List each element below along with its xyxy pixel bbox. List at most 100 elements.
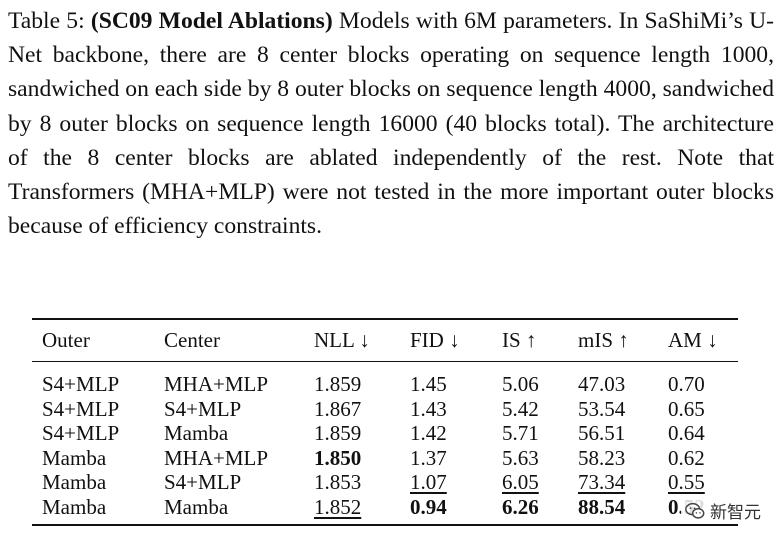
cell-outer: Mamba — [32, 470, 164, 495]
cell-am: 0.55 — [668, 470, 738, 495]
cell-is: 5.42 — [502, 397, 578, 422]
header-nll: NLL ↓ — [314, 328, 370, 352]
ablation-table: Outer Center NLL ↓ FID ↓ IS ↑ mIS ↑ AM ↓… — [32, 318, 738, 526]
watermark-text: 新智元 — [710, 503, 761, 523]
header-center: Center — [164, 328, 220, 352]
cell-center: S4+MLP — [164, 470, 314, 495]
cell-value: 5.63 — [502, 445, 539, 470]
header-outer: Outer — [42, 328, 90, 352]
wechat-logo-icon — [685, 502, 705, 519]
cell-value: 1.850 — [314, 445, 362, 470]
table-row: S4+MLP Mamba 1.859 1.42 5.71 56.51 0.64 — [32, 421, 738, 446]
cell-mis: 73.34 — [578, 470, 668, 495]
cell-mis: 88.54 — [578, 495, 668, 525]
cell-value: 1.859 — [314, 421, 362, 446]
cell-value: S4+MLP — [42, 372, 120, 396]
cell-mis: 56.51 — [578, 421, 668, 446]
table-row: Mamba S4+MLP 1.853 1.07 6.05 73.34 0.55 — [32, 470, 738, 495]
cell-value: 6.05 — [502, 470, 539, 495]
cell-center: MHA+MLP — [164, 446, 314, 471]
cell-nll: 1.859 — [314, 362, 410, 397]
cell-value: MHA+MLP — [164, 445, 269, 470]
cell-value: Mamba — [42, 470, 107, 495]
cell-value: Mamba — [42, 445, 107, 470]
cell-value: S4+MLP — [42, 396, 120, 421]
cell-am: 0.62 — [668, 446, 738, 471]
cell-value: 1.852 — [314, 494, 362, 519]
cell-center: Mamba — [164, 421, 314, 446]
cell-fid: 0.94 — [410, 495, 502, 525]
cell-fid: 1.37 — [410, 446, 502, 471]
cell-center: S4+MLP — [164, 397, 314, 422]
cell-value: 1.43 — [410, 396, 447, 421]
cell-value: 0.55 — [668, 470, 705, 495]
cell-nll: 1.852 — [314, 495, 410, 525]
cell-fid: 1.07 — [410, 470, 502, 495]
ablation-table-container: Outer Center NLL ↓ FID ↓ IS ↑ mIS ↑ AM ↓… — [32, 318, 738, 526]
table-row: S4+MLP MHA+MLP 1.859 1.45 5.06 47.03 0.70 — [32, 362, 738, 397]
cell-outer: Mamba — [32, 446, 164, 471]
header-is: IS ↑ — [502, 328, 537, 352]
header-am: AM ↓ — [668, 328, 718, 352]
cell-value: 1.853 — [314, 470, 362, 495]
cell-is: 5.06 — [502, 362, 578, 397]
caption-label: Table 5: — [8, 8, 91, 34]
cell-mis: 58.23 — [578, 446, 668, 471]
cell-outer: S4+MLP — [32, 362, 164, 397]
cell-mis: 53.54 — [578, 397, 668, 422]
table-row: S4+MLP S4+MLP 1.867 1.43 5.42 53.54 0.65 — [32, 397, 738, 422]
cell-is: 5.63 — [502, 446, 578, 471]
cell-nll: 1.859 — [314, 421, 410, 446]
cell-value: 56.51 — [578, 421, 626, 446]
cell-is: 5.71 — [502, 421, 578, 446]
caption-bold-title: (SC09 Model Ablations) — [90, 8, 333, 34]
cell-value: 5.42 — [502, 396, 539, 421]
cell-is: 6.26 — [502, 495, 578, 525]
cell-fid: 1.45 — [410, 362, 502, 397]
cell-am: 0.70 — [668, 362, 738, 397]
cell-value: Mamba — [42, 494, 107, 519]
cell-value: MHA+MLP — [164, 372, 269, 396]
cell-value: 58.23 — [578, 445, 626, 470]
cell-value: 0.70 — [668, 372, 705, 396]
cell-value: 5.71 — [502, 421, 539, 446]
cell-value: 1.07 — [410, 470, 447, 495]
cell-is: 6.05 — [502, 470, 578, 495]
cell-value: 47.03 — [578, 372, 626, 396]
cell-am: 0.65 — [668, 397, 738, 422]
watermark: 新智元 — [681, 497, 764, 524]
header-fid: FID ↓ — [410, 328, 460, 352]
cell-value: 1.42 — [410, 421, 447, 446]
cell-value: 5.06 — [502, 372, 539, 396]
cell-fid: 1.42 — [410, 421, 502, 446]
cell-value: 1.37 — [410, 445, 447, 470]
cell-outer: S4+MLP — [32, 397, 164, 422]
cell-value: 1.867 — [314, 396, 362, 421]
cell-value: 0.65 — [668, 396, 705, 421]
cell-value: S4+MLP — [42, 421, 120, 446]
caption-body: Models with 6M parameters. In SaShiMi’s … — [8, 8, 774, 240]
table-caption: Table 5: (SC09 Model Ablations) Models w… — [8, 4, 774, 243]
cell-value: 53.54 — [578, 396, 626, 421]
table-header: Outer Center NLL ↓ FID ↓ IS ↑ mIS ↑ AM ↓ — [32, 319, 738, 362]
cell-mis: 47.03 — [578, 362, 668, 397]
cell-value: 1.45 — [410, 372, 447, 396]
cell-outer: S4+MLP — [32, 421, 164, 446]
cell-value: Mamba — [164, 421, 229, 446]
cell-value: 0.62 — [668, 445, 705, 470]
cell-value: 88.54 — [578, 494, 626, 519]
cell-value: 6.26 — [502, 494, 539, 519]
cell-value: 73.34 — [578, 470, 626, 495]
cell-nll: 1.850 — [314, 446, 410, 471]
cell-nll: 1.867 — [314, 397, 410, 422]
cell-value: Mamba — [164, 494, 229, 519]
cell-center: Mamba — [164, 495, 314, 525]
cell-outer: Mamba — [32, 495, 164, 525]
cell-fid: 1.43 — [410, 397, 502, 422]
cell-value: S4+MLP — [164, 396, 242, 421]
cell-value: 1.859 — [314, 372, 362, 396]
cell-value: 0.94 — [410, 494, 447, 519]
header-mis: mIS ↑ — [578, 328, 629, 352]
cell-center: MHA+MLP — [164, 362, 314, 397]
